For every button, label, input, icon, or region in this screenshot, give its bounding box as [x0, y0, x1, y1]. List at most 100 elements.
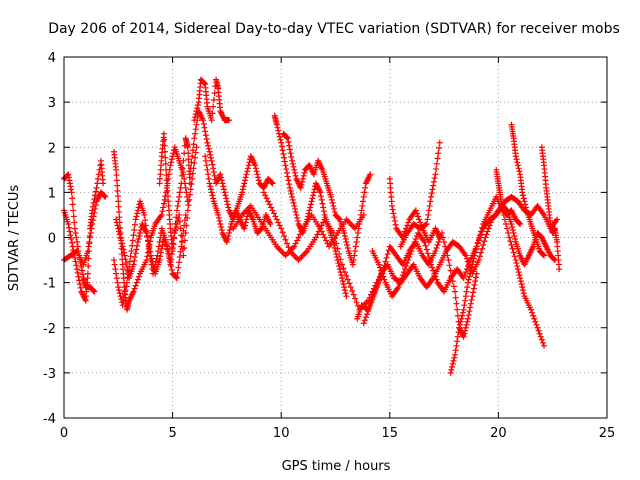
data-point — [102, 193, 109, 200]
data-point — [160, 130, 167, 137]
data-point — [223, 239, 230, 246]
data-point — [129, 242, 136, 249]
data-point — [381, 262, 388, 269]
data-point — [444, 252, 451, 259]
data-point — [357, 216, 364, 223]
data-point — [412, 207, 419, 214]
data-point — [429, 186, 436, 193]
data-point — [121, 294, 128, 301]
data-point — [191, 160, 198, 167]
data-point — [91, 209, 98, 216]
data-point — [194, 105, 201, 112]
data-point — [120, 298, 127, 305]
data-point — [135, 273, 142, 280]
data-point — [273, 216, 280, 223]
data-point — [269, 180, 276, 187]
data-point — [278, 143, 285, 150]
data-point — [522, 201, 529, 208]
data-point — [431, 175, 438, 182]
data-point — [519, 189, 526, 196]
data-point — [225, 232, 232, 239]
data-point — [245, 162, 252, 169]
data-point — [147, 248, 154, 255]
data-point — [339, 275, 346, 282]
data-point — [218, 223, 225, 230]
data-point — [194, 102, 201, 109]
data-point — [65, 220, 72, 227]
data-point — [450, 357, 457, 364]
data-point — [484, 228, 491, 235]
data-point — [351, 252, 358, 259]
data-point — [461, 272, 468, 279]
data-point — [291, 243, 298, 250]
data-point — [185, 150, 192, 157]
data-point — [207, 183, 214, 190]
data-point — [291, 166, 298, 173]
data-point — [68, 236, 75, 243]
data-point — [114, 222, 121, 229]
data-point — [379, 269, 386, 276]
data-point — [458, 315, 465, 322]
data-point — [513, 156, 520, 163]
data-point — [522, 204, 529, 211]
data-point — [164, 193, 171, 200]
data-point — [66, 228, 73, 235]
data-point — [516, 168, 523, 175]
data-point — [156, 239, 163, 246]
data-point — [115, 203, 122, 210]
data-point — [448, 366, 455, 373]
data-point — [180, 157, 187, 164]
data-point — [367, 171, 374, 178]
data-point — [350, 257, 357, 264]
data-point — [541, 342, 548, 349]
data-point — [354, 234, 361, 241]
data-point — [510, 229, 517, 236]
data-point — [224, 236, 231, 243]
data-point — [312, 234, 319, 241]
data-point — [366, 305, 373, 312]
data-point — [462, 269, 469, 276]
data-point — [343, 293, 350, 300]
data-point — [370, 293, 377, 300]
data-point — [340, 265, 347, 272]
data-point — [425, 211, 432, 218]
data-point — [515, 269, 522, 276]
data-point — [466, 308, 473, 315]
data-point — [208, 117, 215, 124]
data-point — [511, 232, 518, 239]
data-point — [242, 177, 248, 184]
data-point — [166, 255, 173, 262]
data-point — [203, 135, 210, 142]
data-point — [75, 273, 82, 280]
data-point — [423, 220, 430, 227]
data-point — [121, 290, 128, 297]
data-point — [429, 264, 436, 271]
data-point — [176, 189, 183, 196]
data-point — [480, 242, 487, 249]
data-point — [205, 171, 212, 178]
data-point — [463, 266, 470, 273]
series-track-19 — [397, 139, 443, 250]
data-point — [483, 231, 490, 238]
data-point — [328, 193, 335, 200]
data-point — [425, 254, 432, 261]
data-point — [551, 256, 558, 263]
data-point — [340, 281, 347, 288]
data-point — [123, 279, 130, 286]
data-point — [462, 324, 469, 331]
data-point — [513, 260, 520, 267]
data-point — [120, 246, 127, 253]
data-point — [200, 120, 207, 127]
x-tick-label: 5 — [168, 426, 176, 441]
data-point — [205, 145, 212, 152]
data-point — [295, 234, 302, 241]
data-point — [132, 282, 139, 289]
data-point — [509, 245, 516, 252]
data-point — [278, 139, 285, 146]
data-point — [154, 252, 161, 259]
data-point — [92, 205, 99, 212]
data-point — [252, 162, 259, 169]
series-track-13 — [280, 130, 374, 268]
data-point — [433, 276, 440, 283]
data-point — [79, 271, 86, 278]
